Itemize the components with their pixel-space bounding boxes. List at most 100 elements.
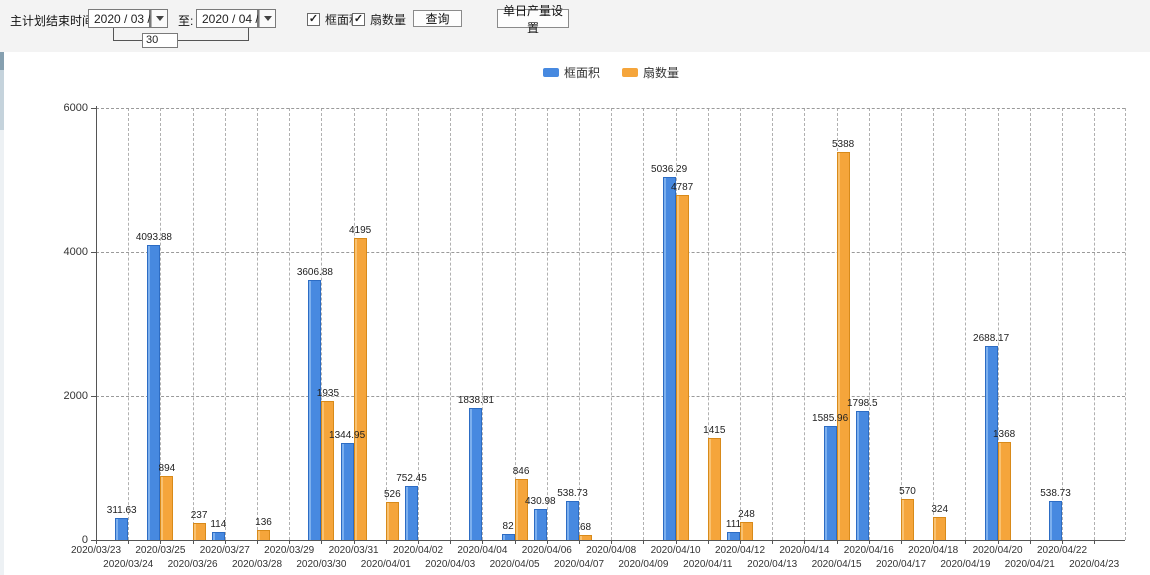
y-axis-tick [91, 540, 96, 541]
x-axis-date-label: 2020/03/24 [103, 559, 154, 570]
x-axis-tick [1062, 540, 1063, 544]
vertical-gridline [1094, 108, 1096, 540]
bar-frame-area[interactable] [984, 346, 998, 540]
x-axis-date-label: 2020/04/05 [489, 559, 540, 570]
bar-sash-count[interactable] [933, 516, 947, 540]
vertical-gridline [546, 108, 548, 540]
bar-frame-area[interactable] [469, 407, 483, 540]
x-axis-tick [192, 540, 194, 544]
date-from-combo[interactable]: 2020 / 03 / 24 [88, 9, 167, 28]
bar-sash-count[interactable] [353, 237, 367, 540]
chevron-down-icon[interactable] [151, 10, 167, 27]
x-axis-date-label: 2020/03/27 [199, 545, 250, 556]
x-axis-date-label: 2020/04/13 [747, 559, 798, 570]
bar-sash-count[interactable] [740, 522, 753, 540]
bar-frame-area[interactable] [662, 177, 676, 540]
x-axis-tick [450, 540, 452, 544]
vertical-gridline [933, 108, 935, 540]
vertical-gridline [482, 108, 484, 540]
x-axis-tick [1094, 540, 1096, 544]
x-axis-date-label: 2020/04/15 [811, 559, 862, 570]
bar-sash-count[interactable] [579, 535, 592, 540]
sash-count-checkbox[interactable]: 扇数量 [352, 11, 406, 28]
bar-value-label: 114 [210, 518, 227, 530]
bar-value-label: 4195 [348, 224, 372, 236]
checkbox-checked-icon[interactable] [352, 13, 365, 26]
vertical-gridline [418, 108, 419, 540]
bar-frame-area[interactable] [855, 410, 869, 540]
bar-frame-area[interactable] [340, 443, 354, 540]
bar-value-label: 324 [931, 503, 949, 515]
chevron-down-icon[interactable] [259, 10, 275, 27]
vertical-gridline [385, 108, 387, 540]
legend-sash-count-label: 扇数量 [643, 66, 680, 80]
bar-frame-area[interactable] [115, 517, 129, 540]
x-axis-date-label: 2020/04/17 [875, 559, 927, 570]
x-axis-date-label: 2020/03/25 [135, 545, 186, 556]
x-axis-tick [643, 540, 645, 544]
x-axis-tick [868, 540, 870, 544]
bar-sash-count[interactable] [321, 400, 335, 540]
x-axis-tick [965, 540, 967, 544]
sash-count-swatch-icon [622, 68, 638, 77]
bar-sash-count[interactable] [901, 498, 914, 540]
horizontal-gridline [96, 252, 1125, 253]
bar-value-label: 430.98 [525, 495, 556, 507]
y-axis-tick-label: 2000 [63, 390, 88, 402]
bar-sash-count[interactable] [385, 502, 399, 540]
x-axis-date-label: 2020/04/14 [779, 545, 830, 556]
x-axis-tick [546, 540, 548, 544]
date-from-dropdown[interactable] [150, 9, 168, 28]
x-axis-date-label: 2020/03/29 [264, 545, 315, 556]
x-axis-tick [740, 540, 741, 544]
bar-sash-count[interactable] [514, 479, 528, 540]
bar-value-label: 311.63 [106, 504, 137, 516]
bar-sash-count[interactable] [836, 152, 850, 540]
vertical-gridline [643, 108, 645, 540]
bar-frame-area[interactable] [501, 534, 515, 540]
x-axis-tick [997, 540, 999, 544]
query-button[interactable]: 查询 [413, 10, 462, 27]
date-to-dropdown[interactable] [258, 9, 276, 28]
vertical-gridline [707, 108, 709, 540]
bar-sash-count[interactable] [707, 438, 721, 540]
x-axis-tick [289, 540, 291, 544]
bar-frame-area[interactable] [211, 531, 225, 540]
bar-frame-area[interactable] [147, 245, 161, 540]
y-axis-line [96, 106, 97, 540]
bar-value-label: 894 [158, 462, 176, 474]
bar-sash-count[interactable] [160, 475, 174, 540]
bar-frame-area[interactable] [566, 501, 579, 540]
date-to-combo[interactable]: 2020 / 04 / 23 [196, 9, 275, 28]
vertical-gridline [965, 108, 967, 540]
y-axis-tick-label: 4000 [63, 246, 88, 258]
daily-output-settings-button[interactable]: 单日产量设置 [497, 4, 569, 35]
vertical-gridline [514, 108, 516, 540]
legend-item-frame-area[interactable]: 框面积 [542, 64, 600, 81]
x-axis-tick [418, 540, 419, 544]
bar-frame-area[interactable] [727, 532, 740, 540]
bar-frame-area[interactable] [1049, 501, 1062, 540]
x-axis-tick [353, 540, 355, 544]
x-axis-date-label: 2020/03/28 [231, 559, 283, 570]
bar-frame-area[interactable] [533, 508, 547, 540]
bar-value-label: 136 [255, 517, 272, 529]
legend-item-sash-count[interactable]: 扇数量 [622, 64, 679, 81]
bar-frame-area[interactable] [308, 280, 322, 540]
x-axis-date-label: 2020/04/06 [521, 545, 572, 556]
bar-frame-area[interactable] [823, 425, 837, 540]
connector-line [113, 28, 114, 40]
window-left-edge [0, 0, 4, 575]
x-axis-date-label: 2020/03/23 [70, 545, 122, 556]
day-count-input[interactable]: 30 [142, 33, 178, 48]
bar-sash-count[interactable] [675, 195, 689, 540]
bar-value-label: 5036.29 [651, 164, 688, 176]
checkbox-checked-icon[interactable] [307, 13, 320, 26]
plan-end-time-label: 主计划结束时间: [10, 14, 98, 28]
bar-sash-count[interactable] [192, 522, 206, 540]
vertical-gridline [289, 108, 291, 540]
bar-frame-area[interactable] [405, 485, 418, 540]
bar-value-label: 1798.5 [847, 397, 878, 409]
bar-sash-count[interactable] [997, 441, 1011, 540]
bar-sash-count[interactable] [257, 530, 270, 540]
